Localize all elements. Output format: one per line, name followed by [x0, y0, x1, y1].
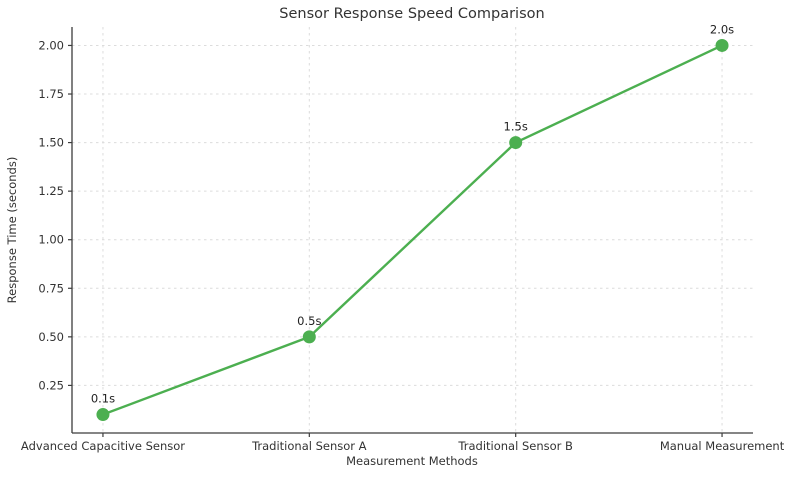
- x-tick-label: Traditional Sensor B: [457, 439, 573, 453]
- data-point-label: 0.5s: [297, 314, 321, 328]
- data-point: [96, 408, 110, 422]
- y-tick-label: 2.00: [38, 38, 64, 52]
- data-point-label: 2.0s: [710, 22, 734, 36]
- y-tick-label: 0.75: [38, 281, 64, 295]
- response-time-line: [101, 44, 724, 416]
- data-point-label: 0.1s: [91, 392, 115, 406]
- x-tick-label: Advanced Capacitive Sensor: [21, 439, 185, 453]
- y-tick-label: 1.75: [38, 87, 64, 101]
- y-tick-label: 1.25: [38, 184, 64, 198]
- plot-area: 0.25 0.50 0.75 1.00 1.25 1.50 1.75 2.00 Advanced…: [21, 22, 785, 453]
- chart-title: Sensor Response Speed Comparison: [279, 6, 544, 22]
- data-point: [509, 136, 523, 150]
- y-axis-label: Response Time (seconds): [5, 157, 19, 304]
- x-tick-label: Manual Measurement: [660, 439, 785, 453]
- data-point: [715, 38, 729, 52]
- y-tick-label: 1.50: [38, 136, 64, 150]
- data-point-label: 1.5s: [504, 120, 528, 134]
- x-tick-label: Traditional Sensor A: [251, 439, 367, 453]
- x-axis-label: Measurement Methods: [346, 454, 478, 468]
- y-tick-label: 1.00: [38, 233, 64, 247]
- y-tick-label: 0.50: [38, 330, 64, 344]
- data-point: [302, 330, 316, 344]
- y-tick-label: 0.25: [38, 378, 64, 392]
